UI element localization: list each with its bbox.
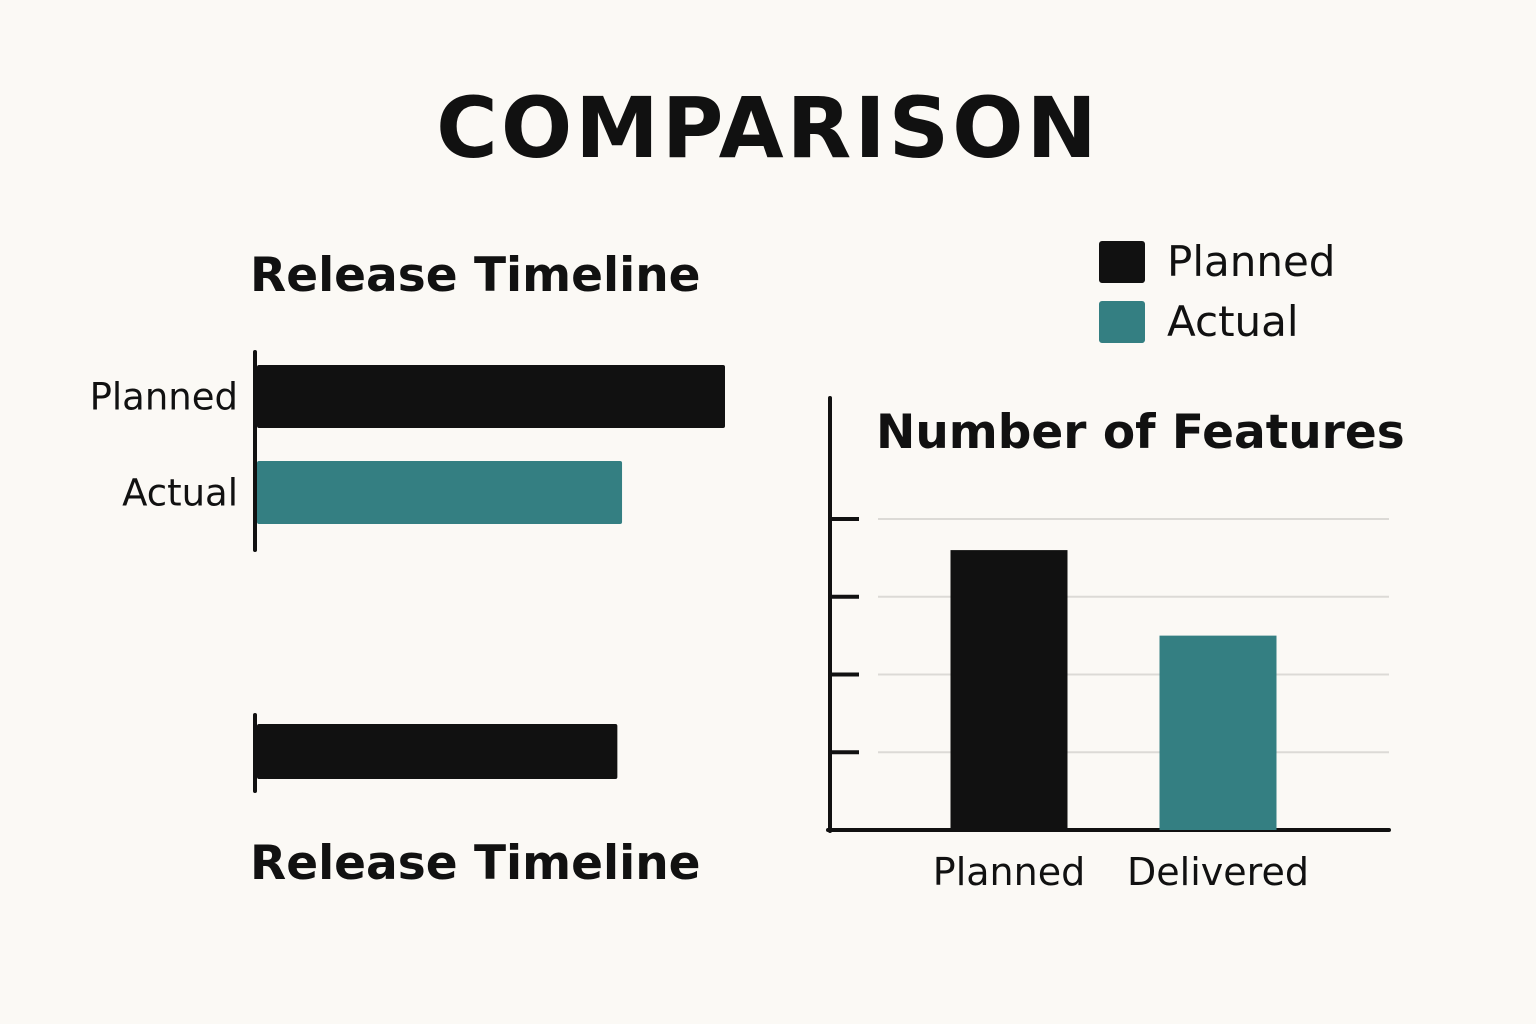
main-title: COMPARISON <box>436 79 1100 177</box>
release-timeline-chart: Planned Actual <box>90 350 725 552</box>
category-label-actual: Actual <box>122 472 238 515</box>
bar-planned <box>950 550 1068 830</box>
legend-label-planned: Planned <box>1167 237 1336 286</box>
legend: Planned Actual <box>1099 232 1335 352</box>
legend-item-actual: Actual <box>1099 292 1335 352</box>
bar-delivered <box>1159 635 1277 830</box>
features-chart: Planned Delivered <box>826 396 1391 894</box>
features-chart-title: Number of Features <box>876 405 1405 460</box>
x-label-planned: Planned <box>933 850 1085 894</box>
bar-planned <box>257 365 725 428</box>
legend-label-actual: Actual <box>1167 297 1299 346</box>
release-timeline-title-bottom: Release Timeline <box>250 836 701 891</box>
legend-swatch-actual <box>1099 301 1145 343</box>
legend-item-planned: Planned <box>1099 232 1335 292</box>
bar-bottom <box>257 724 618 779</box>
release-timeline-title: Release Timeline <box>250 248 701 303</box>
release-timeline-chart-bottom <box>253 713 618 793</box>
category-label-planned: Planned <box>90 376 238 419</box>
bar-actual <box>257 461 623 524</box>
legend-swatch-planned <box>1099 241 1145 283</box>
x-label-delivered: Delivered <box>1127 850 1309 894</box>
